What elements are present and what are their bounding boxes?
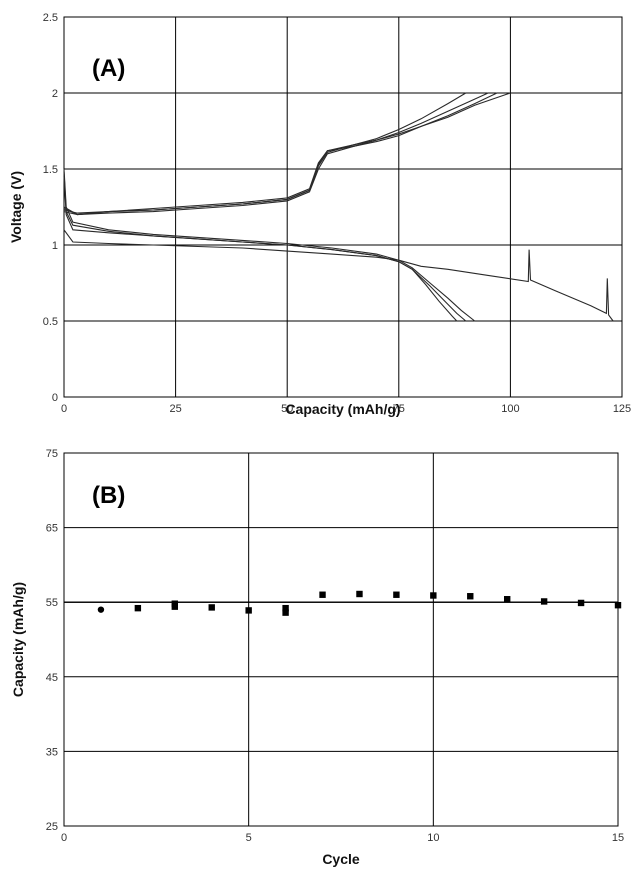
y-tick-label: 35 [46,746,58,758]
data-point [540,598,548,605]
series-line-6 [63,171,467,322]
data-point [282,604,289,612]
data-point [245,607,252,614]
data-point [319,591,326,598]
series-line-1 [63,92,498,216]
series-line-8 [63,229,614,322]
x-tick-label: 75 [393,403,405,415]
plot-frame [63,16,623,398]
data-point [614,601,622,609]
y-tick-label: 75 [46,448,58,460]
y-axis-title: Voltage (V) [8,171,24,243]
x-tick-label: 25 [169,403,181,415]
x-axis-title: Capacity (mAh/g) [285,401,400,417]
series-line-4 [63,92,511,216]
panel-a: 0 25 50 75 100 125 0 0.5 1 1.5 2 2.5 Capacity (mAh/g… [8,12,631,417]
data-point [393,591,400,598]
y-tick-label: 65 [46,523,58,535]
x-tick-label: 125 [613,403,631,415]
y-tick-label: 55 [46,597,58,609]
panel-b: 0 5 10 15 25 35 45 55 65 75 Cycle Capacity (mAh/g) (… [10,448,624,867]
y-tick-label: 1.5 [43,164,58,176]
data-point [282,609,289,616]
data-point [356,590,363,598]
series-line-2 [63,92,489,216]
data-point [504,596,511,603]
x-tick-label: 15 [612,832,624,844]
x-tick-label: 0 [61,403,67,415]
panel-label: (B) [92,482,125,509]
x-tick-label: 50 [281,403,293,415]
data-point [171,603,178,610]
series-line-7 [63,176,458,322]
data-point [577,599,585,607]
y-tick-label: 2.5 [43,12,58,24]
y-tick-label: 25 [46,821,58,833]
series-line-5 [63,168,476,322]
y-tick-label: 1 [52,240,58,252]
y-tick-label: 0.5 [43,316,58,328]
x-tick-label: 5 [246,832,252,844]
y-axis-title: Capacity (mAh/g) [10,582,26,697]
y-tick-label: 2 [52,88,58,100]
data-point [467,593,474,600]
x-tick-label: 0 [61,832,67,844]
x-tick-label: 100 [501,403,519,415]
data-point [97,606,105,613]
data-point [208,604,215,611]
x-tick-label: 10 [427,832,439,844]
data-point [134,604,142,612]
panel-label: (A) [92,55,125,82]
y-tick-label: 0 [52,392,58,404]
x-axis-title: Cycle [322,851,360,867]
plot-frame [63,452,619,827]
series-line-3 [63,92,467,214]
data-point [430,592,437,599]
y-tick-label: 45 [46,672,58,684]
